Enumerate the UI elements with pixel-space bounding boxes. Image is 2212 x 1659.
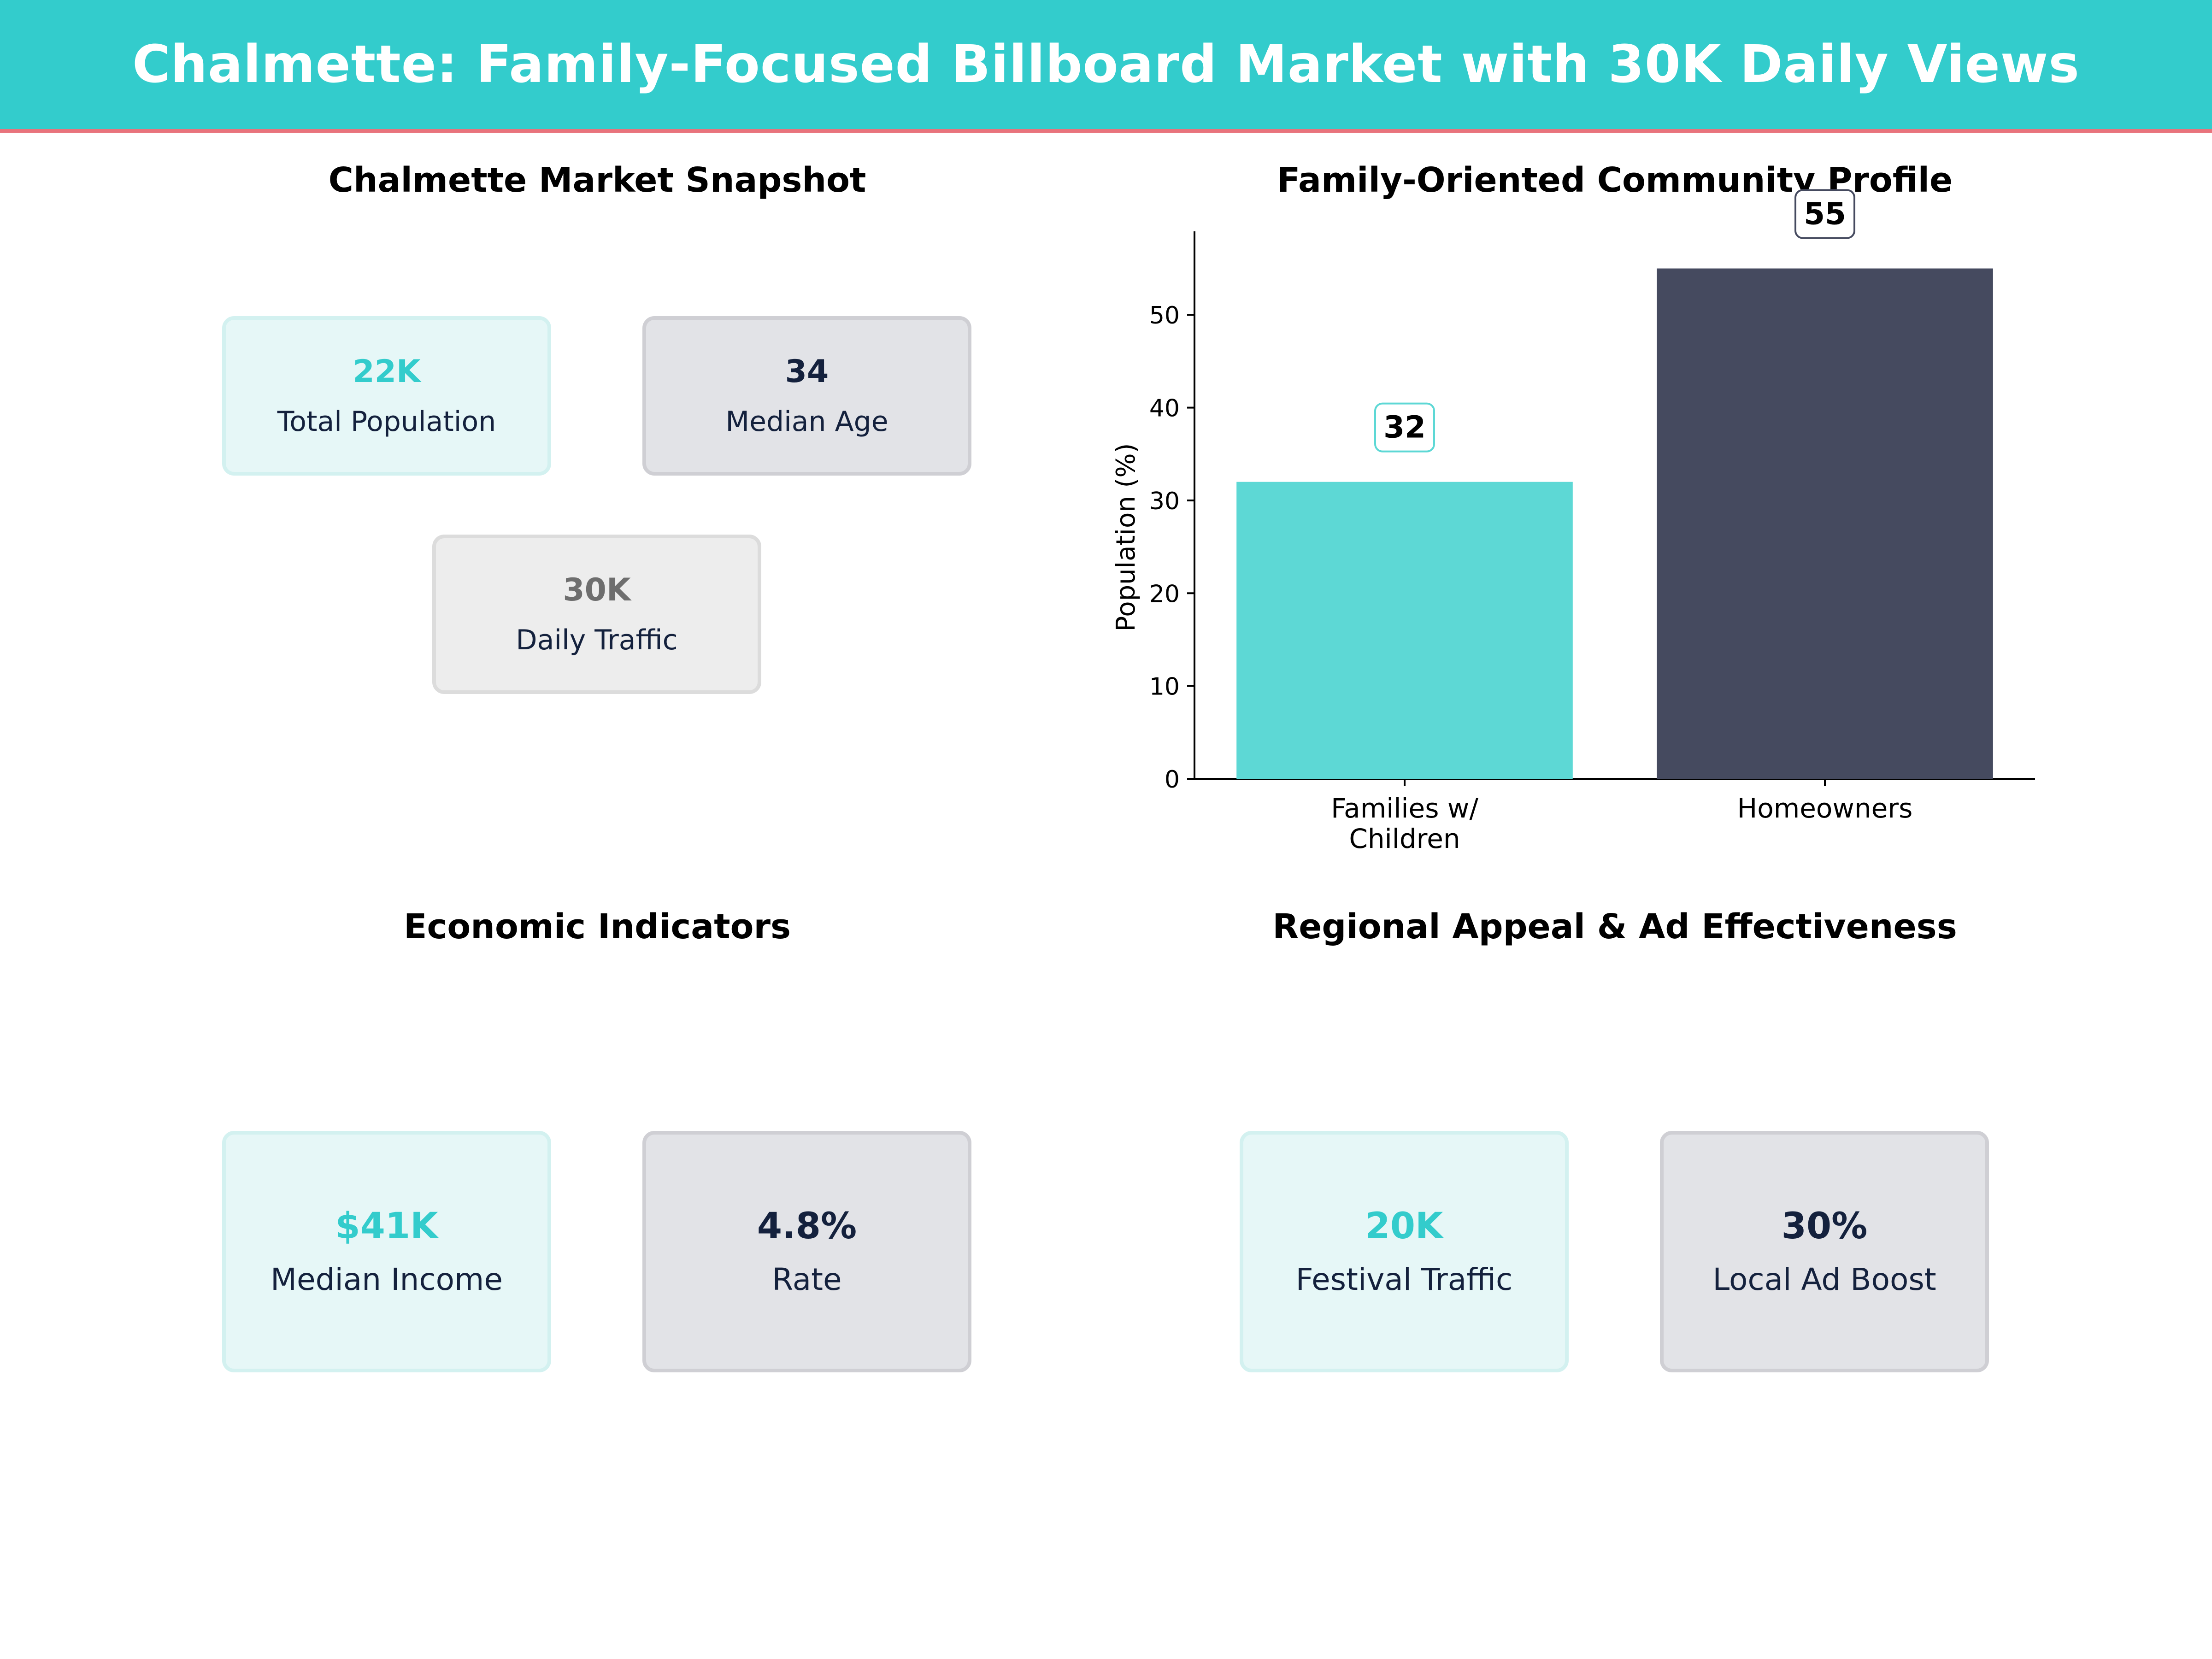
- stat-value: 34: [785, 353, 829, 390]
- x-tick-label: Children: [1349, 823, 1460, 854]
- data-label-box: [1794, 189, 1855, 239]
- stat-label: Festival Traffic: [1295, 1262, 1513, 1297]
- stat-value: $41K: [335, 1206, 438, 1247]
- stat-card-median-income: $41K Median Income: [222, 1131, 551, 1372]
- stat-card-median-age: 34 Median Age: [642, 316, 971, 476]
- snapshot-panel-title: Chalmette Market Snapshot: [328, 160, 866, 200]
- stat-value: 30K: [563, 572, 631, 608]
- stat-card-total-population: 22K Total Population: [222, 316, 551, 476]
- y-tick-label: 30: [1149, 488, 1180, 515]
- stat-value: 4.8%: [757, 1206, 857, 1247]
- y-tick-label: 0: [1165, 766, 1180, 794]
- y-tick-label: 10: [1149, 673, 1180, 701]
- bar: [1236, 482, 1573, 779]
- stat-card-local-ad-boost: 30% Local Ad Boost: [1660, 1131, 1989, 1372]
- stat-value: 30%: [1781, 1206, 1868, 1247]
- stat-card-daily-traffic: 30K Daily Traffic: [432, 535, 761, 694]
- y-tick-label: 20: [1149, 580, 1180, 608]
- y-tick-label: 40: [1149, 395, 1180, 423]
- economic-panel-title: Economic Indicators: [404, 907, 791, 947]
- stat-value: 20K: [1365, 1206, 1443, 1247]
- y-axis-label: Population (%): [1111, 443, 1141, 632]
- stat-value: 22K: [353, 353, 421, 390]
- stat-label: Daily Traffic: [516, 624, 678, 656]
- regional-panel-title: Regional Appeal & Ad Effectiveness: [1272, 907, 1957, 947]
- bar: [1657, 268, 1993, 779]
- y-tick-label: 50: [1149, 302, 1180, 329]
- stat-label: Median Income: [271, 1262, 503, 1297]
- header-banner: Chalmette: Family-Focused Billboard Mark…: [0, 0, 2212, 133]
- x-tick-label: Homeowners: [1737, 793, 1913, 824]
- data-label: 55: [1804, 196, 1846, 232]
- data-label: 32: [1383, 410, 1426, 445]
- data-label-box: [1374, 402, 1435, 453]
- stat-label: Total Population: [277, 406, 496, 438]
- page-title: Chalmette: Family-Focused Billboard Mark…: [132, 35, 2080, 94]
- stat-label: Rate: [772, 1262, 842, 1297]
- x-tick-label: Families w/: [1331, 793, 1478, 824]
- stat-card-festival-traffic: 20K Festival Traffic: [1240, 1131, 1569, 1372]
- stat-label: Median Age: [725, 406, 888, 438]
- stat-label: Local Ad Boost: [1712, 1262, 1936, 1297]
- stat-card-rate: 4.8% Rate: [642, 1131, 971, 1372]
